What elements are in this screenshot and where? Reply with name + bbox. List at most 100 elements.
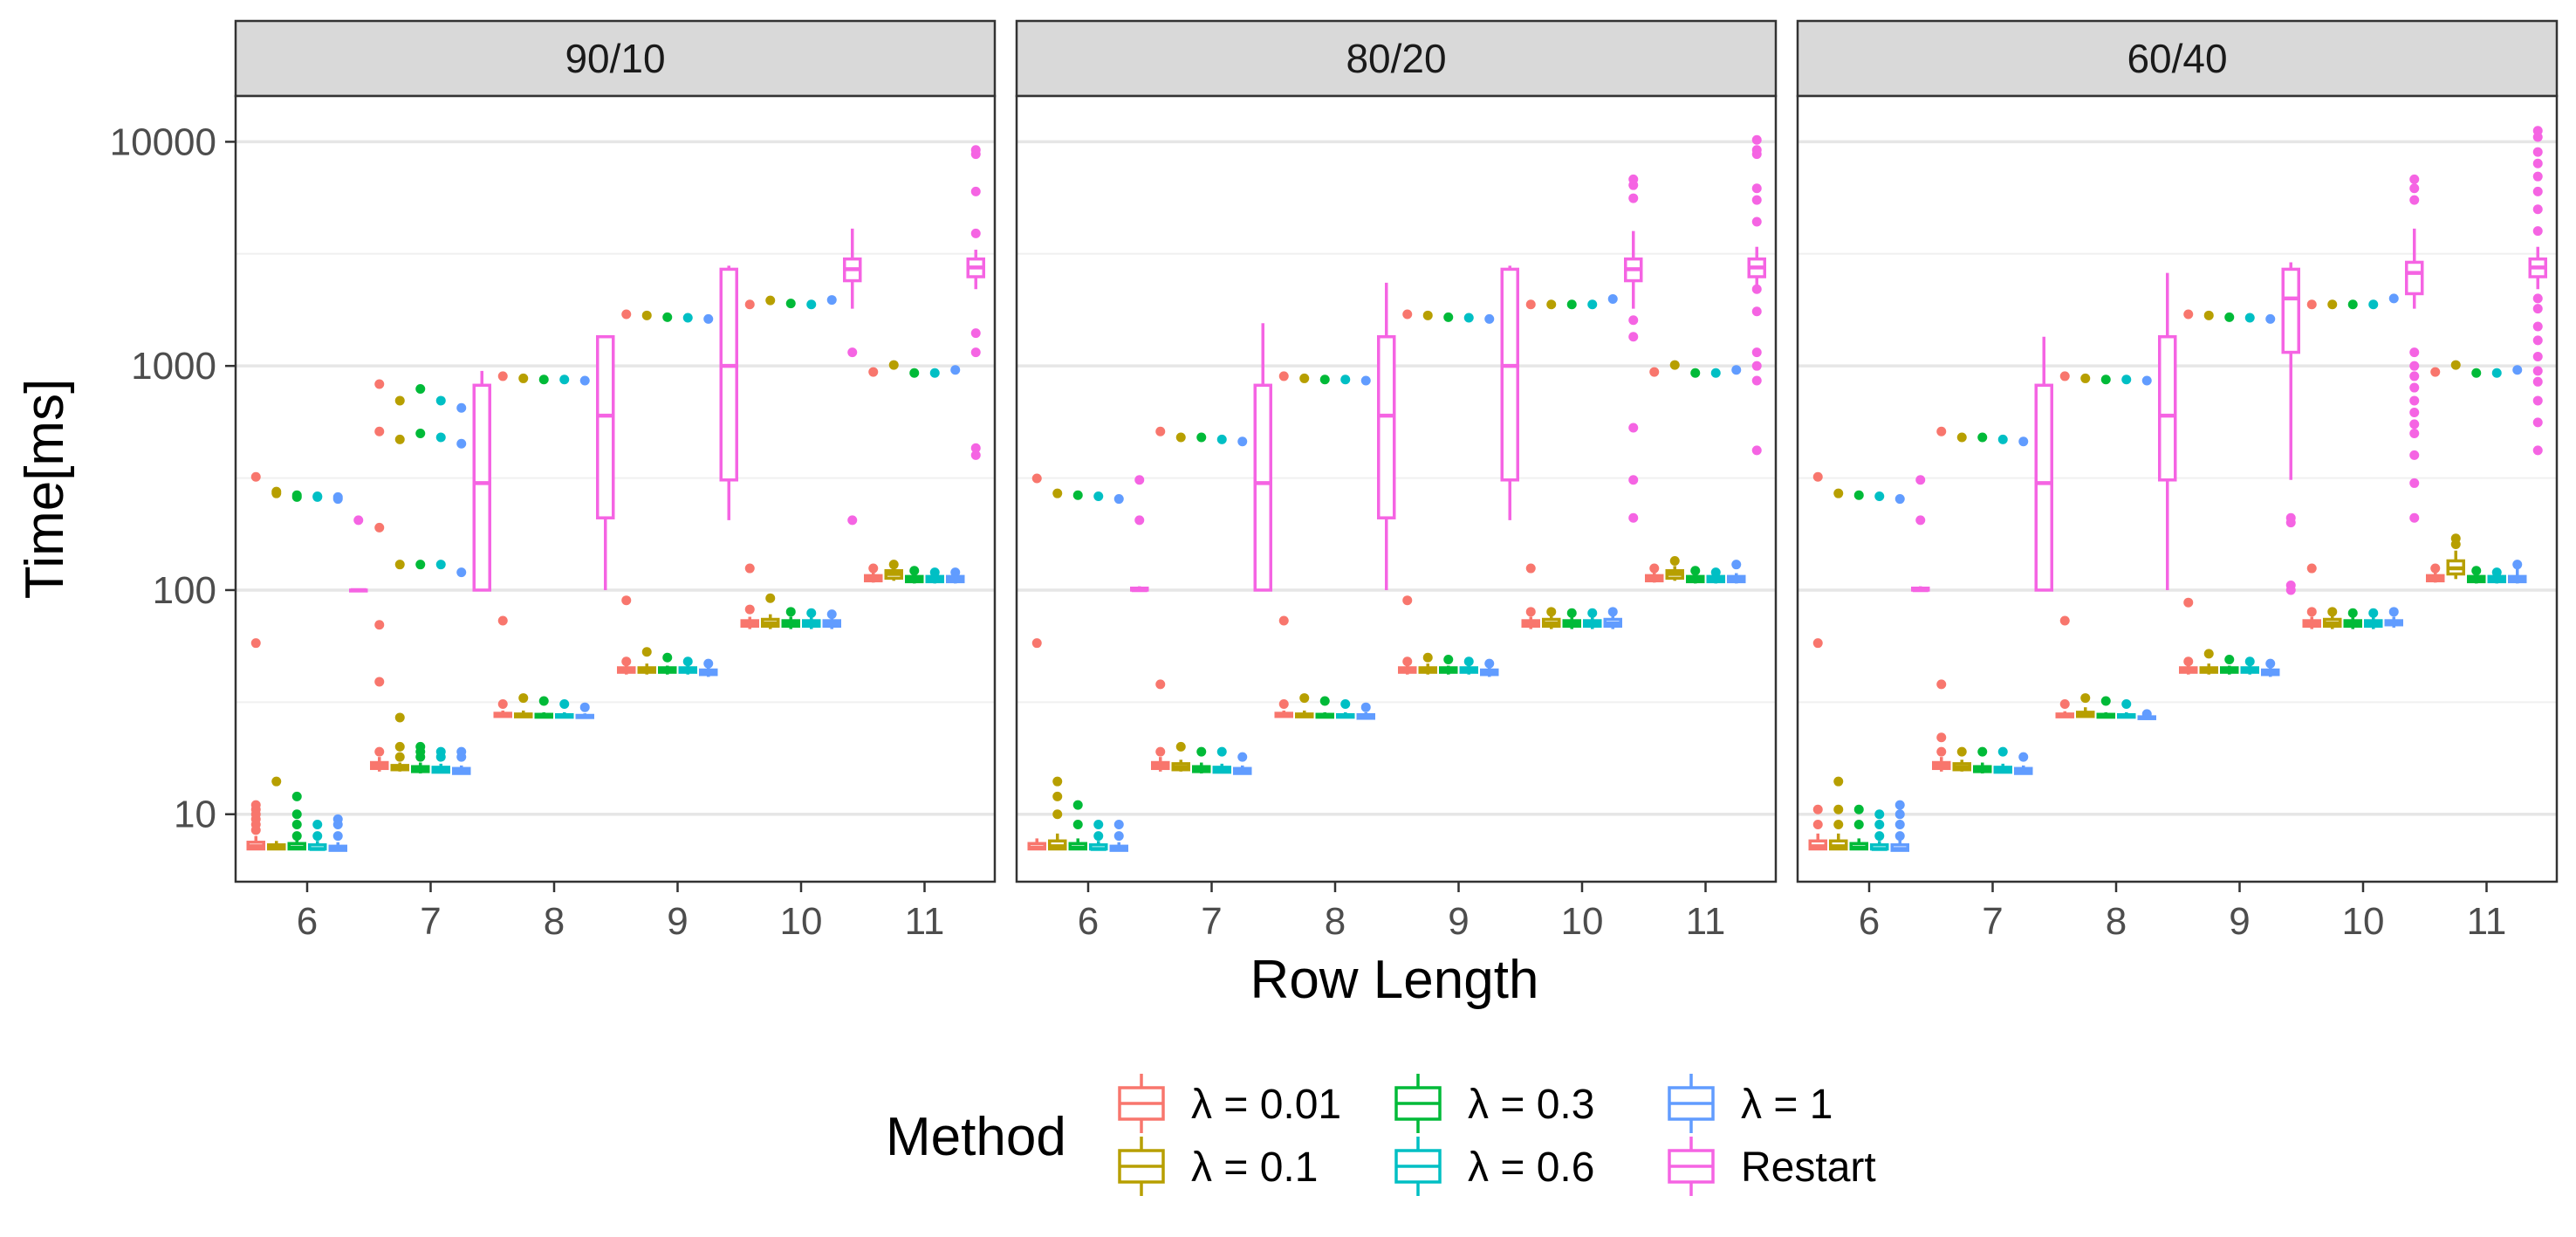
outlier-point (497, 371, 508, 381)
outlier-point (1052, 776, 1063, 787)
outlier-point (1874, 819, 1885, 829)
outlier-point (1072, 800, 1083, 810)
outlier-point (538, 696, 549, 706)
outlier-point (1977, 432, 1988, 443)
outlier-point (1751, 361, 1762, 371)
outlier-point (1936, 679, 1947, 690)
outlier-point (1155, 679, 1166, 690)
outlier-point (744, 299, 755, 310)
outlier-point (1690, 368, 1701, 378)
x-tick-label: 8 (1325, 900, 1346, 943)
outlier-point (765, 593, 776, 603)
outlier-point (1175, 741, 1186, 752)
outlier-point (1874, 831, 1885, 842)
box-1-10 (1603, 293, 1622, 629)
box (719, 267, 738, 482)
legend-label: λ = 0.1 (1191, 1144, 1318, 1191)
box-01-7 (390, 395, 409, 772)
box-03-8 (534, 375, 553, 719)
outlier-point (2285, 581, 2296, 591)
outlier-point (1894, 800, 1905, 810)
box-01-11 (1665, 360, 1684, 581)
outlier-point (2512, 365, 2523, 375)
legend-label: λ = 0.6 (1468, 1144, 1594, 1191)
box-Restart-11 (1747, 134, 1766, 456)
outlier-point (1853, 804, 1864, 814)
outlier-point (1751, 183, 1762, 194)
outlier-point (2532, 395, 2543, 406)
outlier-point (868, 367, 879, 377)
box-Restart-6 (1911, 475, 1930, 593)
legend-label: λ = 0.01 (1191, 1082, 1341, 1128)
outlier-point (312, 819, 323, 829)
outlier-point (250, 471, 261, 482)
box-1-9 (1480, 313, 1499, 677)
outlier-point (970, 328, 981, 339)
outlier-point (929, 368, 940, 378)
outlier-point (785, 299, 796, 309)
box-1-8 (575, 375, 594, 719)
x-tick-label: 6 (297, 900, 318, 943)
outlier-point (1484, 658, 1495, 669)
outlier-point (1915, 515, 1926, 526)
outlier-point (682, 656, 693, 667)
x-tick-label: 6 (1078, 900, 1099, 943)
legend-item-03: λ = 0.3 (1394, 1074, 1594, 1133)
box-03-7 (1973, 432, 1992, 774)
outlier-point (970, 443, 981, 453)
outlier-point (2244, 313, 2255, 323)
box-001-7 (370, 379, 389, 772)
outlier-point (1977, 746, 1988, 757)
box-01-8 (514, 373, 533, 718)
outlier-point (1833, 776, 1844, 787)
box-03-10 (781, 299, 800, 629)
outlier-point (1052, 791, 1063, 801)
box-001-8 (1274, 371, 1293, 718)
outlier-point (970, 186, 981, 196)
box-01-9 (1418, 310, 1437, 675)
outlier-point (888, 360, 899, 370)
outlier-point (2532, 126, 2543, 136)
outlier-point (2306, 299, 2317, 310)
outlier-point (1134, 475, 1145, 485)
box-1-6 (1109, 494, 1128, 852)
panel-border (1015, 94, 1778, 883)
outlier-point (2532, 321, 2543, 332)
outlier-point (929, 567, 940, 578)
box-01-8 (1295, 373, 1314, 718)
box-01-8 (2076, 373, 2095, 718)
outlier-point (2059, 699, 2070, 710)
box-03-6 (287, 490, 306, 851)
outlier-point (1628, 332, 1639, 342)
outlier-point (1319, 696, 1330, 706)
outlier-point (1587, 299, 1598, 310)
outlier-point (2059, 615, 2070, 626)
outlier-point (374, 379, 385, 389)
outlier-point (1525, 607, 1536, 617)
box-Restart-11 (2528, 126, 2547, 456)
outlier-point (579, 702, 590, 712)
outlier-point (1175, 432, 1186, 443)
outlier-point (2059, 371, 2070, 381)
outlier-point (1710, 567, 1721, 578)
x-tick-label: 7 (420, 900, 441, 943)
outlier-point (970, 228, 981, 238)
outlier-point (1113, 494, 1124, 505)
outlier-point (2183, 309, 2194, 320)
box-001-9 (2179, 309, 2198, 675)
outlier-point (765, 295, 776, 306)
box-03-9 (658, 312, 677, 675)
outlier-point (2409, 382, 2420, 393)
plot-area (236, 96, 995, 882)
outlier-point (1956, 432, 1967, 443)
outlier-point (1422, 310, 1433, 320)
outlier-point (456, 567, 467, 578)
outlier-point (1340, 375, 1351, 385)
box-001-11 (864, 367, 883, 583)
outlier-point (538, 375, 549, 385)
outlier-point (2388, 293, 2399, 304)
outlier-point (2532, 226, 2543, 237)
outlier-point (785, 607, 796, 617)
outlier-point (2388, 607, 2399, 617)
